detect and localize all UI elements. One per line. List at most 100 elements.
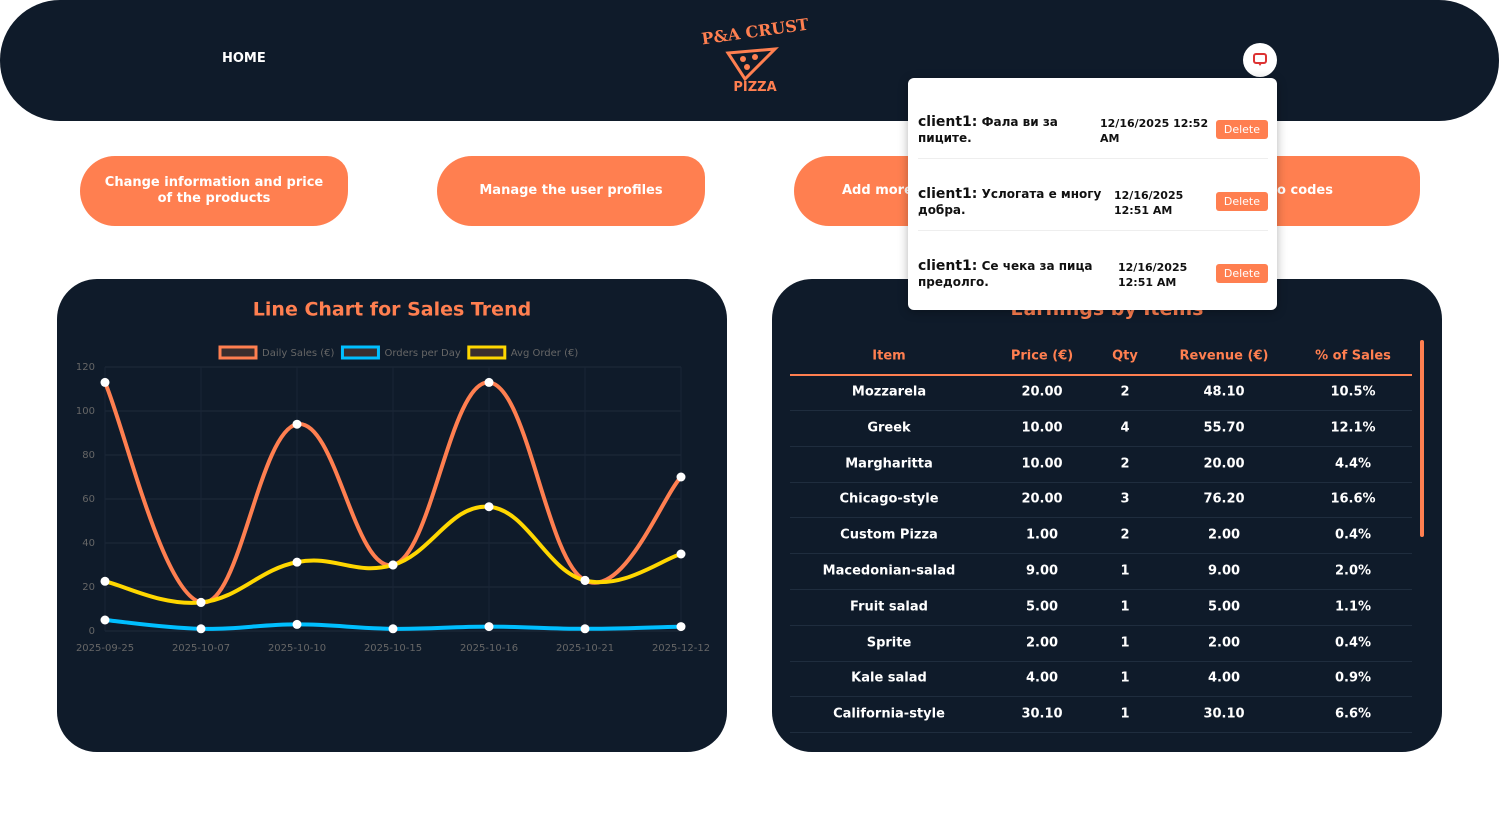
notification-popup: client1: Фала ви за пиците. 12/16/2025 12… bbox=[908, 78, 1277, 310]
scrollbar[interactable] bbox=[1420, 340, 1424, 537]
row-divider bbox=[790, 410, 1412, 411]
table-cell: 0.4% bbox=[1334, 527, 1372, 543]
table-cell: Custom Pizza bbox=[840, 527, 938, 543]
table-cell: 1 bbox=[1120, 563, 1130, 579]
table-cell: 2 bbox=[1120, 384, 1130, 400]
notification-time: 12/16/2025 12:51 AM bbox=[1118, 261, 1188, 289]
table-cell: Sprite bbox=[866, 635, 912, 651]
row-divider bbox=[790, 660, 1412, 662]
data-point bbox=[100, 576, 110, 586]
table-cell: 30.10 bbox=[1203, 706, 1245, 722]
table-cell: 9.00 bbox=[1025, 563, 1059, 579]
notification: client1: Фала ви за пиците. 12/16/2025 12… bbox=[918, 86, 1268, 159]
table-cell: 5.00 bbox=[1025, 599, 1059, 615]
table-cell: 1 bbox=[1120, 635, 1130, 651]
data-point bbox=[100, 377, 110, 387]
x-tick-label: 2025-10-10 bbox=[268, 643, 326, 654]
row-divider bbox=[790, 589, 1412, 590]
data-point bbox=[580, 624, 590, 634]
row-divider bbox=[790, 481, 1412, 483]
table-cell: 12.1% bbox=[1330, 420, 1376, 436]
table-cell: 5.00 bbox=[1207, 599, 1241, 615]
notification-message: client1: Се чека за пица предолго. bbox=[918, 258, 1103, 290]
table-cell: 20.00 bbox=[1021, 384, 1063, 400]
data-point bbox=[388, 560, 398, 570]
table-cell: 4.00 bbox=[1025, 670, 1059, 686]
y-tick-label: 20 bbox=[82, 582, 95, 593]
y-tick-label: 0 bbox=[89, 626, 95, 637]
table-cell: 76.20 bbox=[1203, 491, 1245, 507]
table-cell: Mozzarela bbox=[851, 384, 927, 400]
table-cell: Chicago-style bbox=[839, 491, 939, 507]
table-cell: 4 bbox=[1120, 420, 1130, 436]
action-button[interactable]: Change information and price of the prod… bbox=[80, 156, 348, 226]
action-button[interactable]: Manage the user profiles bbox=[437, 156, 705, 226]
table-cell: 48.10 bbox=[1203, 384, 1245, 400]
delete-button[interactable]: Delete bbox=[1215, 120, 1268, 139]
table-cell: 1 bbox=[1120, 706, 1130, 722]
y-tick-label: 100 bbox=[76, 406, 95, 417]
table-cell: 4.00 bbox=[1207, 670, 1241, 686]
notification-user: client1: bbox=[918, 186, 978, 202]
row-divider bbox=[790, 553, 1412, 555]
x-tick-label: 2025-09-25 bbox=[76, 643, 134, 654]
table-cell: 6.6% bbox=[1334, 706, 1372, 722]
table-panel bbox=[772, 279, 1442, 752]
legend-label: Orders per Day bbox=[384, 348, 460, 359]
table-cell: 2 bbox=[1120, 456, 1130, 472]
notification-user: client1: bbox=[918, 114, 978, 130]
y-tick-label: 120 bbox=[76, 362, 95, 373]
table-cell: 2.00 bbox=[1207, 635, 1241, 651]
data-point bbox=[292, 557, 302, 567]
notification-text: Се чека за пица предолго. bbox=[918, 259, 1093, 289]
table-cell: 20.00 bbox=[1021, 491, 1063, 507]
table-cell: Macedonian-salad bbox=[822, 563, 956, 579]
table-header: Price (€) bbox=[1010, 348, 1074, 364]
notification: client1: Услогата е многу добра. 12/16/20… bbox=[918, 158, 1268, 231]
table-cell: 3 bbox=[1120, 491, 1130, 507]
table-cell: 1.00 bbox=[1025, 527, 1059, 543]
table-cell: Greek bbox=[867, 420, 911, 436]
table-header: Item bbox=[872, 348, 906, 364]
data-point bbox=[100, 615, 110, 625]
data-point bbox=[196, 597, 206, 607]
table-cell: 10.5% bbox=[1330, 384, 1376, 400]
x-tick-label: 2025-10-15 bbox=[364, 643, 422, 654]
row-divider bbox=[790, 624, 1412, 626]
row-divider bbox=[790, 732, 1412, 734]
data-point bbox=[196, 624, 206, 634]
table-cell: 30.10 bbox=[1021, 706, 1063, 722]
table-header: Revenue (€) bbox=[1179, 348, 1269, 364]
table-cell: Fruit salad bbox=[850, 599, 928, 615]
delete-button[interactable]: Delete bbox=[1215, 264, 1268, 283]
row-divider bbox=[790, 696, 1412, 698]
table-cell: 1.1% bbox=[1334, 599, 1372, 615]
row-divider bbox=[790, 445, 1412, 447]
table-cell: 1 bbox=[1120, 670, 1130, 686]
x-tick-label: 2025-12-12 bbox=[652, 643, 710, 654]
data-point bbox=[484, 377, 494, 387]
table-cell: California-style bbox=[833, 706, 945, 722]
y-tick-label: 80 bbox=[82, 450, 95, 461]
notification-bell[interactable] bbox=[1242, 42, 1278, 78]
notification-time: 12/16/2025 12:51 AM bbox=[1114, 189, 1184, 217]
legend-label: Avg Order (€) bbox=[511, 348, 579, 359]
table-cell: 2 bbox=[1120, 527, 1130, 543]
legend-label: Daily Sales (€) bbox=[262, 348, 335, 359]
data-point bbox=[292, 619, 302, 629]
notification-message: client1: Фала ви за пиците. bbox=[918, 114, 1103, 146]
table-cell: 55.70 bbox=[1203, 420, 1245, 436]
table-header: % of Sales bbox=[1315, 348, 1391, 364]
table-header: Qty bbox=[1112, 348, 1138, 364]
legend-swatch bbox=[467, 345, 507, 360]
table-cell: 1 bbox=[1120, 599, 1130, 615]
table-cell: Kale salad bbox=[851, 670, 927, 686]
table-cell: 2.00 bbox=[1025, 635, 1059, 651]
table-cell: 10.00 bbox=[1021, 456, 1063, 472]
row-divider bbox=[790, 517, 1412, 519]
nav-home[interactable]: HOME bbox=[222, 51, 266, 66]
y-tick-label: 40 bbox=[82, 538, 95, 549]
notification-text: Услогата е многу добра. bbox=[918, 187, 1102, 217]
delete-button[interactable]: Delete bbox=[1215, 192, 1268, 211]
table-cell: 2.0% bbox=[1334, 563, 1372, 579]
